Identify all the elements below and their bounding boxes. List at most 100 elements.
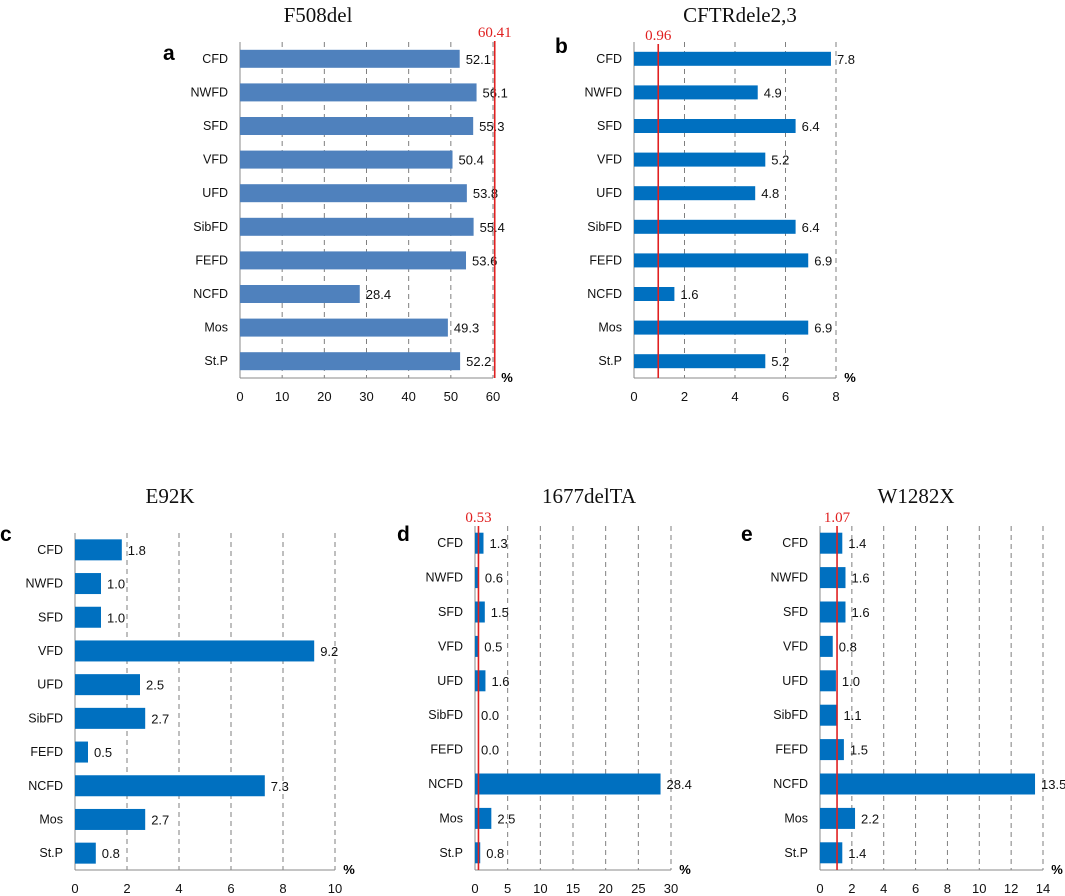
value-label: 1.4 [848, 846, 866, 861]
value-label: 2.2 [861, 811, 879, 826]
bar-sfd [75, 606, 101, 628]
value-label: 1.0 [842, 674, 860, 689]
category-label: SFD [597, 119, 622, 133]
value-label: 2.5 [146, 678, 164, 693]
category-label: NWFD [191, 85, 229, 99]
value-label: 1.3 [489, 536, 507, 551]
x-tick-label: 10 [972, 881, 986, 896]
bar-nwfd [820, 567, 846, 589]
category-label: Mos [784, 811, 808, 825]
category-label: UFD [37, 678, 63, 692]
x-tick-label: 12 [1004, 881, 1018, 896]
x-tick-label: 0 [71, 881, 78, 896]
x-tick-label: 30 [359, 389, 373, 404]
category-label: Mos [598, 321, 622, 335]
bar-sibfd [75, 707, 146, 729]
value-label: 53.8 [473, 186, 498, 201]
reference-line-label: 1.07 [824, 510, 851, 526]
bar-fefd [820, 739, 844, 761]
value-label: 2.7 [151, 711, 169, 726]
bar-ufd [475, 670, 486, 692]
bar-sfd [634, 119, 796, 133]
x-axis-unit-label: % [1051, 862, 1063, 877]
value-label: 1.5 [491, 605, 509, 620]
panel-letter-a: a [163, 42, 175, 65]
x-tick-label: 4 [731, 389, 738, 404]
bar-sfd [240, 117, 474, 135]
value-label: 1.6 [680, 287, 698, 302]
category-label: VFD [597, 153, 622, 167]
x-tick-label: 10 [533, 881, 547, 896]
bar-stp [475, 842, 481, 864]
category-label: UFD [596, 186, 622, 200]
value-label: 55.3 [479, 119, 504, 134]
x-tick-label: 4 [175, 881, 182, 896]
bar-stp [240, 352, 461, 371]
category-label: FEFD [30, 745, 63, 759]
bar-fefd [240, 251, 467, 270]
value-label: 1.8 [128, 543, 146, 558]
bar-cfd [634, 51, 831, 66]
bar-nwfd [240, 83, 477, 102]
value-label: 1.0 [107, 610, 125, 625]
bar-ncfd [634, 287, 675, 301]
x-tick-label: 14 [1036, 881, 1050, 896]
category-label: SibFD [28, 711, 63, 725]
category-label: NWFD [771, 571, 809, 585]
panel-letter-e: e [741, 523, 753, 546]
bar-mos [75, 808, 146, 830]
category-label: SFD [438, 605, 463, 619]
bar-vfd [75, 640, 315, 662]
category-label: NCFD [587, 287, 622, 301]
x-tick-label: 40 [401, 389, 415, 404]
x-tick-label: 0 [236, 389, 243, 404]
value-label: 0.8 [102, 846, 120, 861]
bar-nwfd [475, 567, 479, 589]
x-tick-label: 10 [328, 881, 342, 896]
panel-e: e W1282X 0 2 4 6 8 10 12 14% CFD 1.4 NWFD 1.6 SFD 1.6… [741, 484, 1065, 896]
category-label: St.P [204, 354, 228, 368]
x-tick-label: 4 [880, 881, 887, 896]
value-label: 2.7 [151, 812, 169, 827]
panel-c: c E92K 0 2 4 6 8 10% CFD 1.8 NWFD 1.0 SFD 1.0 VFD 9.2… [0, 484, 355, 896]
category-label: CFD [782, 536, 808, 550]
value-label: 5.2 [771, 354, 789, 369]
bar-sibfd [820, 704, 838, 726]
panel-a: a F508del 0102030405060%CFD52.1NWFD56.1S… [163, 3, 513, 404]
value-label: 28.4 [366, 287, 391, 302]
value-label: 1.5 [850, 743, 868, 758]
value-label: 55.4 [480, 220, 505, 235]
panel-b: b CFTRdele2,3 0 2 4 6 8% CFD 7.8 NWFD 4.9 SFD 6.4 V… [555, 3, 856, 404]
bar-vfd [240, 150, 453, 169]
x-tick-label: 20 [598, 881, 612, 896]
x-tick-label: 10 [275, 389, 289, 404]
bar-ufd [75, 674, 140, 696]
x-tick-label: 6 [227, 881, 234, 896]
value-label: 1.6 [851, 571, 869, 586]
bar-fefd [634, 253, 809, 268]
panel-letter-c: c [0, 523, 12, 546]
value-label: 6.4 [802, 220, 820, 235]
x-tick-label: 15 [566, 881, 580, 896]
category-label: SibFD [587, 220, 622, 234]
value-label: 52.1 [466, 52, 491, 67]
bar-fefd [75, 741, 88, 763]
x-tick-label: 6 [782, 389, 789, 404]
value-label: 0.6 [485, 571, 503, 586]
bar-sfd [820, 601, 846, 623]
value-label: 1.6 [491, 674, 509, 689]
category-label: FEFD [430, 743, 463, 757]
x-tick-label: 30 [664, 881, 678, 896]
chart-title-d: 1677delTA [542, 484, 637, 508]
category-label: NCFD [28, 779, 63, 793]
x-axis-unit-label: % [679, 862, 691, 877]
bar-sfd [475, 601, 485, 623]
value-label: 1.6 [851, 605, 869, 620]
value-label: 9.2 [320, 644, 338, 659]
category-label: CFD [37, 543, 63, 557]
x-tick-label: 25 [631, 881, 645, 896]
category-label: SibFD [773, 708, 808, 722]
category-label: NWFD [426, 571, 464, 585]
category-label: Mos [204, 321, 228, 335]
